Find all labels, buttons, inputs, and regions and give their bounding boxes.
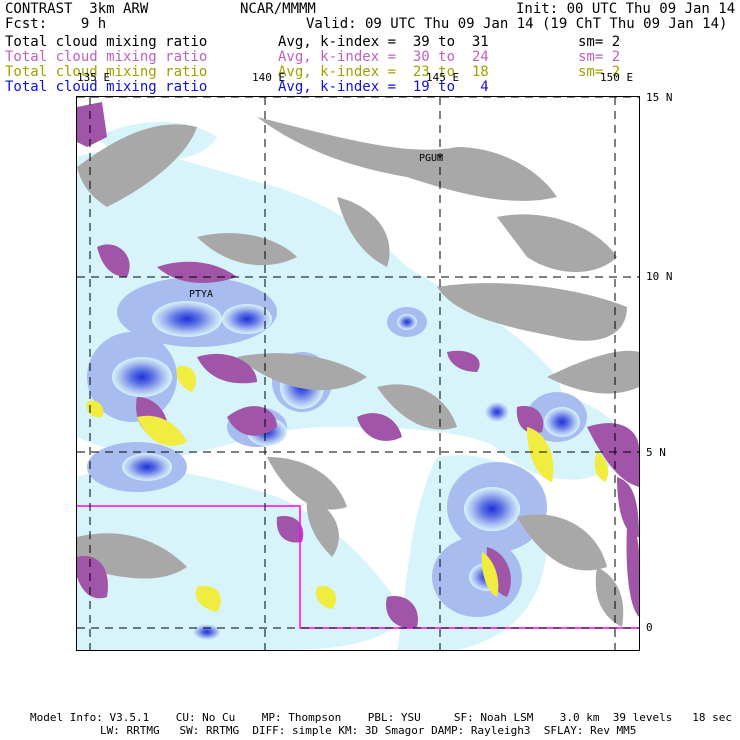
init-time: Init: 00 UTC Thu 09 Jan 14 — [516, 1, 736, 17]
field-2-range: Avg, k-index = 30 to 24 — [278, 49, 489, 65]
model-info-line-1: Model Info: V3.5.1 CU: No Cu MP: Thompso… — [30, 711, 732, 724]
low-cloud-layer — [86, 366, 609, 612]
field-2-name: Total cloud mixing ratio — [5, 49, 208, 65]
map-canvas — [77, 97, 639, 650]
place-label-pgum: PGUM — [419, 153, 444, 164]
lat-label-15n: 15 N — [646, 91, 673, 104]
lat-label-0: 0 — [646, 621, 653, 634]
lat-lon-grid — [77, 97, 639, 650]
center-name: NCAR/MMMM — [240, 1, 316, 17]
lon-label-150e: 150 E — [600, 71, 634, 84]
place-label-ptya: PTYA — [189, 289, 214, 300]
lat-label-10n: 10 N — [646, 270, 673, 283]
model-title: CONTRAST 3km ARW — [5, 1, 149, 17]
model-info-line-2: LW: RRTMG SW: RRTMG DIFF: simple KM: 3D … — [100, 724, 637, 737]
lon-label-140e: 140 E — [252, 71, 286, 84]
field-1-sm: sm= 2 — [578, 34, 621, 50]
forecast-hour: Fcst: 9 h — [5, 16, 107, 32]
lat-label-5n: 5 N — [646, 446, 666, 459]
lon-label-145e: 145 E — [426, 71, 460, 84]
mid-cloud-layer — [77, 102, 639, 628]
field-4-name: Total cloud mixing ratio — [5, 79, 208, 95]
cloud-mixing-ratio-map: PTYA PGUM — [76, 96, 640, 651]
valid-time: Valid: 09 UTC Thu 09 Jan 14 (19 ChT Thu … — [306, 16, 728, 32]
field-3-range: Avg, k-index = 23 to 18 — [278, 64, 489, 80]
high-cloud-layer — [77, 117, 639, 627]
field-1-name: Total cloud mixing ratio — [5, 34, 208, 50]
field-3-name: Total cloud mixing ratio — [5, 64, 208, 80]
field-1-range: Avg, k-index = 39 to 31 — [278, 34, 489, 50]
field-4-range: Avg, k-index = 19 to 4 — [278, 79, 489, 95]
field-2-sm: sm= 2 — [578, 49, 621, 65]
lon-label-135e: 135 E — [77, 71, 111, 84]
field-3-sm: sm= 2 — [578, 64, 621, 80]
